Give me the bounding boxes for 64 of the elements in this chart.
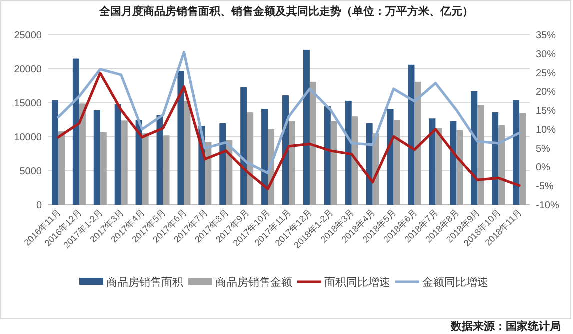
legend-label: 面积同比增速 bbox=[324, 276, 390, 289]
y2-tick-label: 0% bbox=[536, 162, 551, 174]
y2-tick-label: 30% bbox=[536, 49, 556, 60]
legend-label: 商品房销售面积 bbox=[106, 276, 184, 289]
y-tick-label: 15000 bbox=[14, 98, 42, 110]
bar bbox=[100, 132, 107, 205]
y-tick-label: 20000 bbox=[14, 64, 42, 76]
bar bbox=[436, 128, 442, 205]
line-series bbox=[57, 51, 521, 175]
y2-tick-label: 20% bbox=[536, 87, 556, 98]
bar bbox=[456, 130, 464, 205]
bar bbox=[184, 100, 191, 205]
legend-label: 金额同比增速 bbox=[422, 276, 488, 289]
bar bbox=[471, 91, 478, 205]
bar bbox=[114, 104, 122, 205]
y2-tick-label: -5% bbox=[536, 182, 554, 193]
bar bbox=[52, 100, 58, 205]
bar bbox=[310, 82, 316, 205]
bar bbox=[142, 134, 149, 205]
bar bbox=[520, 113, 526, 205]
source-note: 数据来源：国家统计局 bbox=[450, 320, 561, 333]
bar bbox=[366, 123, 373, 205]
bar bbox=[345, 100, 352, 205]
bar bbox=[156, 115, 164, 205]
bar bbox=[58, 132, 65, 205]
bar bbox=[247, 112, 254, 205]
bar bbox=[330, 121, 338, 205]
bar bbox=[429, 118, 436, 205]
bar bbox=[498, 125, 506, 205]
y2-tick-label: 35% bbox=[536, 30, 556, 42]
bar bbox=[492, 112, 499, 205]
bar bbox=[163, 136, 170, 205]
bar bbox=[94, 110, 100, 205]
y-tick-label: 5000 bbox=[20, 166, 42, 178]
bar bbox=[387, 109, 394, 205]
bar bbox=[220, 123, 226, 205]
y2-tick-label: 10% bbox=[536, 124, 556, 136]
y2-tick-label: 5% bbox=[536, 144, 551, 155]
y-tick-label: 0 bbox=[36, 200, 42, 212]
y-tick-label: 10000 bbox=[14, 132, 42, 144]
chart-title: 全国月度商品房销售面积、销售金额及其同比走势（单位：万平方米、亿元） bbox=[98, 5, 474, 18]
bar bbox=[136, 120, 142, 205]
bar bbox=[72, 58, 80, 205]
bar bbox=[303, 50, 310, 205]
bar bbox=[394, 120, 400, 205]
bar bbox=[240, 87, 248, 205]
bar bbox=[262, 109, 268, 205]
bar bbox=[478, 105, 484, 205]
bar bbox=[450, 121, 457, 205]
bar bbox=[414, 82, 422, 205]
bar bbox=[352, 116, 358, 205]
bar bbox=[408, 64, 415, 205]
legend-label: 商品房销售金额 bbox=[216, 276, 292, 289]
bar bbox=[289, 121, 296, 205]
bar bbox=[178, 71, 184, 205]
bar bbox=[324, 106, 331, 205]
bar bbox=[121, 120, 128, 205]
y2-tick-label: 25% bbox=[536, 68, 556, 80]
y2-tick-label: -10% bbox=[536, 200, 560, 212]
y-tick-label: 25000 bbox=[14, 30, 42, 42]
y2-tick-label: 15% bbox=[536, 106, 556, 118]
line-series bbox=[57, 72, 521, 190]
bar bbox=[513, 100, 520, 205]
bar bbox=[79, 104, 86, 205]
